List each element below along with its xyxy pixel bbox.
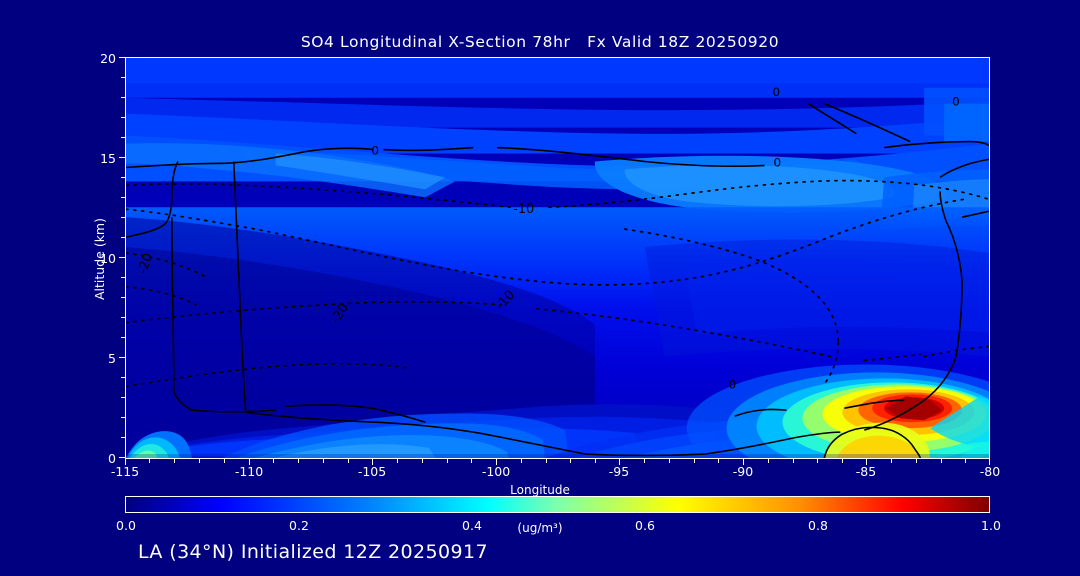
y-tick-10: 10 [100,251,116,266]
surface-band [126,454,989,458]
cross-section-plot: 0 0 0 0 0 [125,57,990,459]
colorbar-units: (ug/m³) [517,521,563,535]
y-tick-5: 5 [108,351,116,366]
colorbar-tick-0: 0.0 [116,518,136,533]
colorbar-tick-0-4: 0.4 [462,518,482,533]
x-tick-n110: -110 [234,464,264,479]
x-tick-n100: -100 [481,464,511,479]
contour-label-0-b: 0 [773,155,781,169]
x-tick-n105: -105 [357,464,387,479]
plot-svg: 0 0 0 0 0 [126,58,989,458]
y-tick-0: 0 [108,451,116,466]
contour-label-0-c: 0 [952,95,960,109]
x-tick-n115: -115 [110,464,140,479]
plot-canvas: 0 0 0 0 0 [126,58,989,458]
colorbar-gradient [125,496,990,513]
colorbar-tick-0-6: 0.6 [635,518,655,533]
contour-m10c [126,179,989,388]
contour-label-m10-a: -10 [513,202,534,217]
y-tick-15: 15 [100,151,116,166]
y-tick-20: 20 [100,51,116,66]
colorbar-tick-0-2: 0.2 [289,518,309,533]
x-tick-n85: -85 [855,464,877,479]
contour-label-0-e: 0 [729,377,737,391]
contour-label-0-a: 0 [371,144,379,158]
plume-east-hot [686,364,989,458]
contour-label-0-d: 0 [773,85,781,99]
colorbar-tick-1-0: 1.0 [981,518,1001,533]
figure-caption: LA (34°N) Initialized 12Z 20250917 [138,541,488,563]
contour-m20c [126,252,413,388]
field-upper-bands [126,58,989,232]
colorbar-tick-0-8: 0.8 [808,518,828,533]
contour-label-m20-a: -20 [135,251,156,276]
x-axis-label: Longitude [510,483,570,497]
x-tick-n95: -95 [608,464,630,479]
x-tick-n90: -90 [732,464,754,479]
chart-title: SO4 Longitudinal X-Section 78hr Fx Valid… [300,33,780,51]
colorbar [125,496,990,513]
x-tick-n80: -80 [979,464,1001,479]
contour-label-group-0c: 0 0 0 0 0 [371,85,959,392]
